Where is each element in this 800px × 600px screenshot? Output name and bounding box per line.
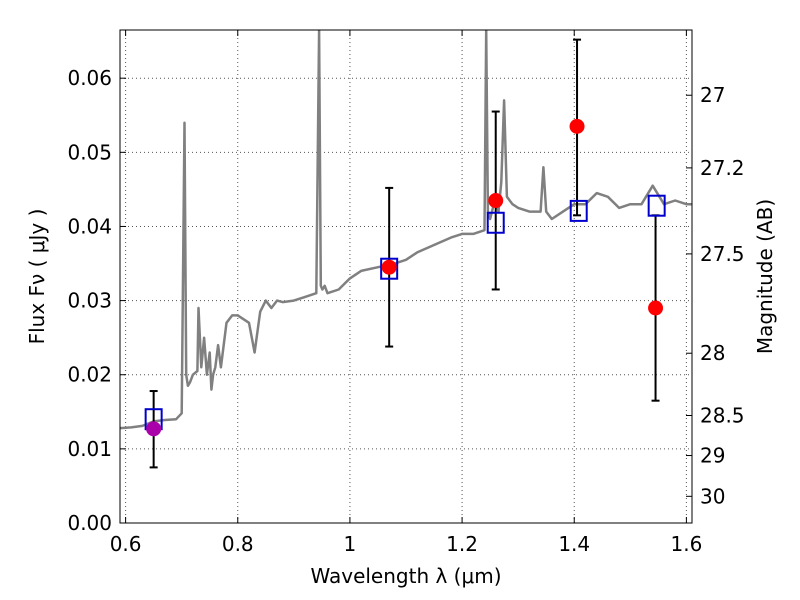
model-flux-square (486, 211, 505, 234)
y-axis-label: Flux Fν ( μJy ) (25, 209, 49, 345)
x-axis-label: Wavelength λ (μm) (310, 564, 501, 588)
y-tick-label: 0.04 (67, 214, 112, 238)
right-axis-label: Magnitude (AB) (753, 199, 777, 354)
model-flux-square (647, 194, 666, 217)
y-tick-label: 0.06 (67, 66, 112, 90)
x-tick-label: 1.2 (446, 532, 478, 556)
right-tick-label: 27 (700, 83, 725, 107)
right-tick-label: 29 (700, 444, 725, 468)
x-tick-label: 1.4 (558, 532, 590, 556)
y-tick-label: 0.00 (67, 511, 112, 535)
x-tick-label: 1 (344, 532, 357, 556)
observed-point (648, 300, 664, 316)
y-tick-label: 0.03 (67, 289, 112, 313)
observed-point (381, 259, 397, 275)
grid (120, 30, 692, 524)
y-tick-label: 0.01 (67, 437, 112, 461)
x-tick-label: 0.6 (110, 532, 142, 556)
right-tick-label: 30 (700, 484, 725, 508)
model-spectrum-layer (120, 30, 692, 430)
model-spectrum-line (120, 30, 692, 430)
x-tick-label: 1.6 (670, 532, 702, 556)
right-tick-label: 27.5 (700, 242, 745, 266)
right-tick-label: 27.2 (700, 156, 745, 180)
y-tick-label: 0.05 (67, 140, 112, 164)
axis-ticks: 0.6 0.8 1 1.2 1.4 1.6 0.00 0.01 0.02 0.03 0.04 0.05… (67, 30, 745, 556)
model-flux-square (380, 257, 399, 280)
right-tick-label: 28.5 (700, 404, 745, 428)
observed-point (146, 421, 162, 437)
plot-frame (119, 29, 693, 524)
y-tick-label: 0.02 (67, 363, 112, 387)
observed-point (569, 118, 585, 134)
right-tick-label: 28 (700, 341, 725, 365)
model-flux-square (569, 199, 588, 222)
x-tick-label: 0.8 (222, 532, 254, 556)
data-points-layer (144, 38, 666, 469)
observed-point (488, 193, 504, 209)
